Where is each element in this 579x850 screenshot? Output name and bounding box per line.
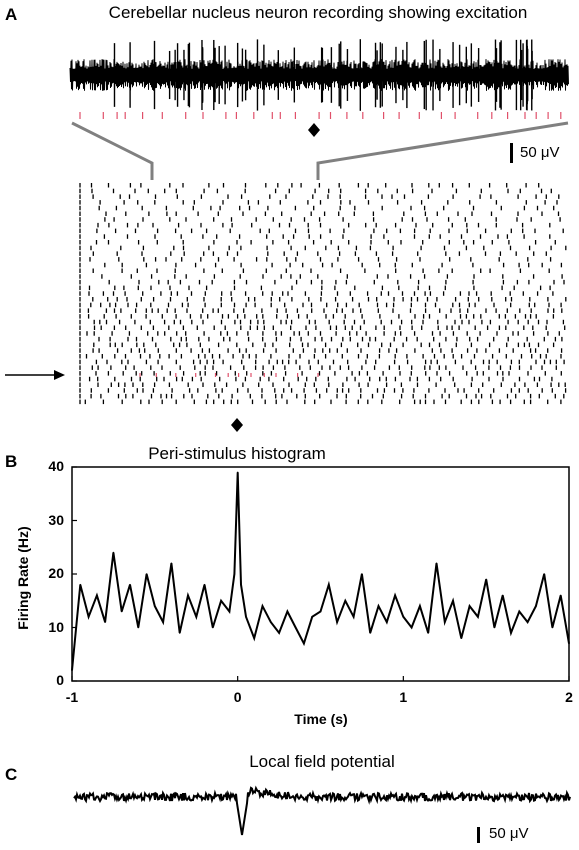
data-point [203,583,206,586]
data-point [352,616,355,618]
panel-a-title: Cerebellar nucleus neuron recording show… [108,3,528,22]
data-point [162,621,164,623]
raw-recording-trace [69,39,569,111]
data-point [361,573,363,575]
data-point [377,605,380,607]
data-point [452,600,454,602]
data-point [137,626,140,629]
firing-rate-series [71,471,570,672]
axis-ticks [71,466,570,682]
data-point [104,621,106,623]
panel-a-letter: A [5,5,18,24]
data-point [444,621,446,623]
data-point [178,632,181,634]
data-point [369,632,372,634]
stimulus-marker-top [308,123,320,137]
data-point [294,626,297,629]
data-point [319,610,322,613]
y-tick-label: 0 [56,672,64,688]
arrow-icon [54,370,65,380]
panel-b-title: Peri-stimulus histogram [148,444,326,463]
data-point [402,616,405,618]
data-point [303,642,305,645]
data-point [129,583,131,586]
data-point [510,632,512,634]
scale-bar-c-label: 50 μV [489,825,529,842]
data-point [233,573,236,575]
scale-bar-c [477,827,480,843]
lfp-trace-path [73,785,571,836]
data-point [71,669,73,672]
data-point [311,616,314,618]
data-point [518,610,521,613]
data-point [551,626,554,629]
zoom-line-left [71,121,154,180]
data-point [228,610,231,613]
data-point [460,637,463,639]
y-tick-label: 20 [48,565,64,581]
data-point [253,637,255,639]
data-point [344,600,347,602]
data-point [278,632,280,634]
data-point [261,605,264,607]
data-point [394,594,396,597]
y-tick-label: 10 [48,618,64,635]
data-point [477,616,479,618]
scale-bar-a [510,143,513,163]
data-point [468,605,471,607]
x-tick-label: 0 [233,689,242,705]
detected-spike-markers [79,112,562,119]
data-point [170,562,173,565]
data-point [112,551,115,554]
data-point [419,605,421,607]
data-point [145,573,148,575]
lfp-trace [73,785,571,836]
scale-bar-a-label: 50 μV [520,144,560,161]
data-point [220,600,222,602]
data-point [493,626,496,629]
x-tick-label: 1 [399,689,408,705]
data-point [328,583,330,586]
data-point [154,605,156,607]
data-point [212,626,214,629]
x-tick-label: 2 [565,689,573,705]
data-point [568,642,570,645]
data-point [240,583,242,586]
panel-c-letter: C [5,765,18,784]
panel-b-letter: B [5,452,18,471]
raw-trace-path [69,58,569,92]
data-point [195,616,198,618]
stimulus-marker-raster [231,418,243,432]
data-point [485,578,488,581]
data-point [87,616,90,618]
y-tick-label: 30 [48,511,64,528]
data-point [410,626,413,629]
y-tick-label: 40 [48,458,64,474]
data-point [270,621,272,623]
x-tick-label: -1 [65,689,79,705]
data-point [336,621,338,623]
data-point [535,605,537,607]
panel-c-title: Local field potential [249,752,395,771]
data-point [236,471,239,474]
zoom-line-right [316,121,569,180]
data-point [245,616,247,618]
data-point [79,583,82,586]
data-point [187,594,189,597]
data-point [386,621,388,623]
data-point [526,621,529,623]
data-point [120,610,123,613]
histogram-chart [71,466,570,682]
spike-raster-plot [79,183,567,405]
panel-a-figure [5,39,569,432]
x-axis-title: Time (s) [294,711,348,727]
data-point [501,594,504,597]
data-point [96,594,98,597]
data-point [427,632,430,634]
data-point [286,610,289,613]
data-point [435,562,438,565]
data-point [559,594,562,597]
data-point [543,573,545,575]
